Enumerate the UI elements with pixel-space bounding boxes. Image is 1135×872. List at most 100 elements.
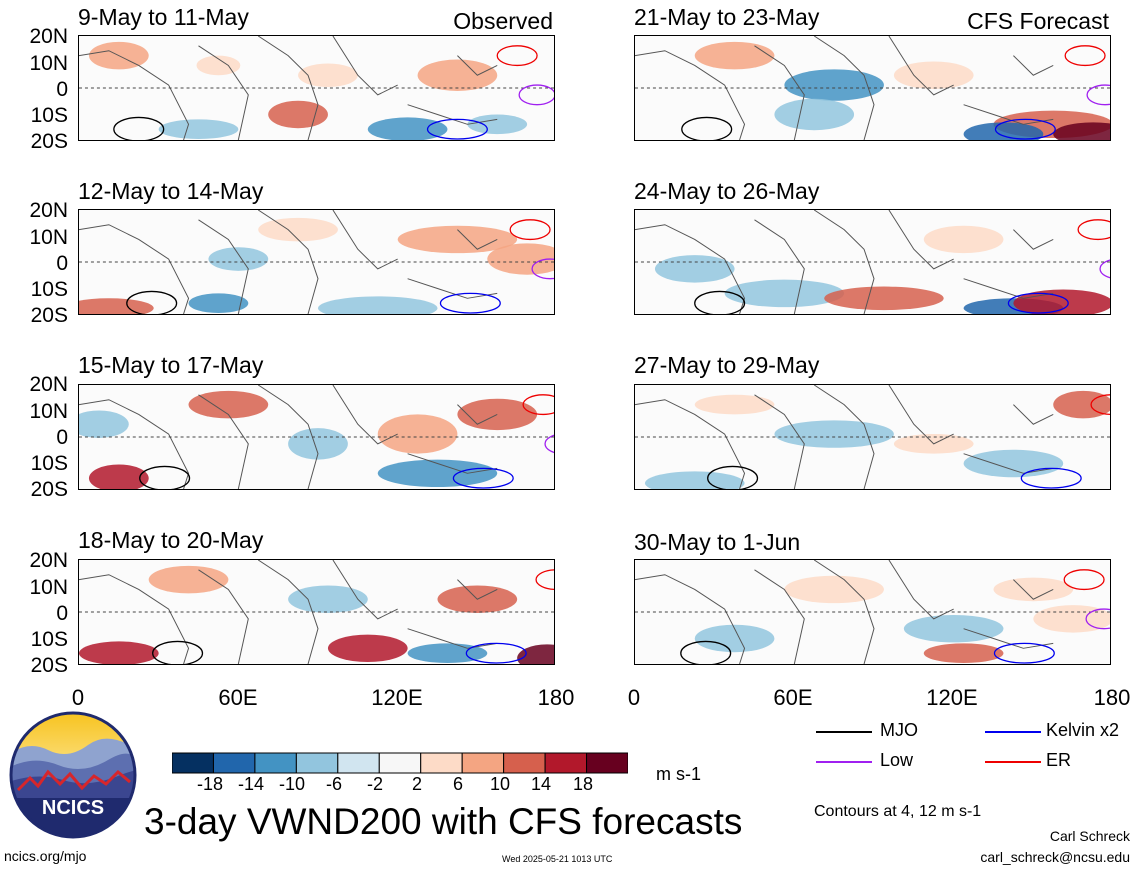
colorbar <box>172 752 628 774</box>
coastline <box>407 278 498 299</box>
wave-contour <box>496 45 538 67</box>
panel-title: 27-May to 29-May <box>634 352 820 378</box>
map-panel <box>634 209 1111 315</box>
anomaly-shading <box>377 414 458 454</box>
wave-contour <box>531 258 554 280</box>
panel-title: 24-May to 26-May <box>634 178 820 204</box>
wave-contour <box>452 467 514 489</box>
panel-title: 9-May to 11-May <box>78 4 249 30</box>
coastline <box>332 385 398 445</box>
y-tick-label: 20S <box>30 478 68 501</box>
anomaly-shading <box>903 614 1004 643</box>
wave-contour <box>1064 45 1106 67</box>
coastline <box>79 50 190 140</box>
anomaly-shading <box>893 61 974 89</box>
legend-line-kelvin <box>985 731 1041 733</box>
coastline <box>457 55 498 76</box>
legend-line-er <box>985 761 1041 763</box>
coastline <box>257 560 319 664</box>
coastline <box>257 36 319 140</box>
anomaly-shading <box>148 565 229 594</box>
panel-title: 12-May to 14-May <box>78 178 264 204</box>
anomaly-shading <box>298 63 358 88</box>
anomaly-shading <box>377 459 498 488</box>
x-tick-label: 60E <box>773 685 813 710</box>
wave-contour <box>993 642 1055 664</box>
coastline <box>888 560 954 620</box>
coastline <box>79 399 190 489</box>
y-tick-label: 0 <box>56 252 68 275</box>
coastline <box>888 36 954 96</box>
x-tick-label: 120E <box>371 685 423 710</box>
coastline <box>635 574 746 664</box>
anomaly-shading <box>88 464 149 489</box>
wave-contour <box>681 116 733 140</box>
anomaly-shading <box>654 255 735 283</box>
anomaly-shading <box>963 122 1044 140</box>
y-tick-label: 10S <box>30 452 68 475</box>
coastline <box>457 404 498 425</box>
wave-contour <box>139 465 191 489</box>
x-tick-label: 60E <box>218 685 258 710</box>
y-tick-label: 10N <box>29 226 68 249</box>
wave-contour <box>439 292 501 314</box>
wave-contour <box>1085 608 1110 630</box>
anomaly-shading <box>644 471 745 489</box>
colorbar-swatch <box>378 752 422 774</box>
colorbar-tick: -18 <box>196 774 223 794</box>
coastline <box>1013 404 1054 425</box>
forecast-label: CFS Forecast <box>967 8 1109 34</box>
anomaly-shading <box>457 398 538 431</box>
footer-email: carl_schreck@ncsu.edu <box>980 849 1130 865</box>
wave-contour <box>509 219 551 241</box>
anomaly-shading <box>963 449 1064 478</box>
anomaly-shading <box>824 286 944 311</box>
legend-label-mjo: MJO <box>880 720 918 740</box>
footer-author: Carl Schreck <box>1049 828 1130 844</box>
coastline <box>457 579 498 600</box>
wave-contour <box>1020 467 1082 489</box>
colorbar-tick: 14 <box>530 774 552 794</box>
anomaly-shading <box>79 410 129 438</box>
ncics-logo: NCICS <box>9 711 137 839</box>
coastline <box>754 45 805 140</box>
map-panel <box>78 209 555 315</box>
anomaly-shading <box>397 225 518 254</box>
colorbar-unit: m s-1 <box>656 764 701 784</box>
x-tick-label: 180 <box>1093 685 1131 710</box>
colorbar-swatch <box>586 752 628 774</box>
coastline <box>963 453 1054 474</box>
coastline <box>963 628 1054 649</box>
anomaly-shading <box>79 641 159 664</box>
anomaly-shading <box>923 225 1004 254</box>
wave-contour <box>522 394 554 416</box>
y-tick-label: 10S <box>30 628 68 651</box>
colorbar-tick: -10 <box>278 774 305 794</box>
coastline <box>332 36 398 96</box>
coastline <box>813 385 875 489</box>
anomaly-shading <box>1053 122 1110 140</box>
coastline <box>754 569 805 664</box>
anomaly-shading <box>158 119 239 140</box>
wave-contour <box>535 569 554 591</box>
anomaly-shading <box>288 585 368 613</box>
panel-title: 21-May to 23-May <box>634 4 820 30</box>
coastline <box>963 278 1054 299</box>
coastline <box>79 574 190 664</box>
map-panel <box>78 384 555 490</box>
legend-label-low: Low <box>880 750 914 770</box>
coastline <box>257 385 319 489</box>
coastline <box>198 394 249 489</box>
colorbar-tick: 6 <box>452 774 463 794</box>
anomaly-shading <box>1053 390 1110 419</box>
y-tick-label: 0 <box>56 78 68 101</box>
coastline <box>332 560 398 620</box>
footer-timestamp: Wed 2025-05-21 1013 UTC <box>502 854 613 864</box>
wave-contour <box>544 434 554 454</box>
map-panel <box>634 559 1111 665</box>
wave-contour <box>1063 569 1105 591</box>
anomaly-shading <box>774 98 855 131</box>
coastline <box>79 224 190 314</box>
y-tick-label: 20N <box>29 549 68 572</box>
coastline <box>813 560 875 664</box>
